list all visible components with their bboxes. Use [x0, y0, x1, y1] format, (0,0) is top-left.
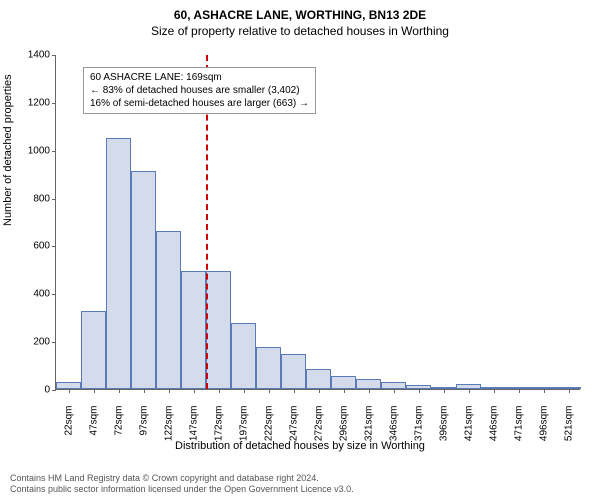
- y-tick-label: 0: [18, 385, 50, 396]
- y-tick-mark: [52, 199, 56, 200]
- x-tick-mark: [369, 389, 370, 393]
- x-tick-mark: [294, 389, 295, 393]
- y-tick-mark: [52, 151, 56, 152]
- chart-container: 60, ASHACRE LANE, WORTHING, BN13 2DE Siz…: [0, 0, 600, 500]
- x-tick-mark: [144, 389, 145, 393]
- y-tick-mark: [52, 342, 56, 343]
- x-tick-mark: [344, 389, 345, 393]
- histogram-bar: [206, 271, 231, 389]
- y-tick-label: 1400: [18, 50, 50, 61]
- footer-line-1: Contains HM Land Registry data © Crown c…: [10, 473, 354, 485]
- y-tick-label: 400: [18, 289, 50, 300]
- chart-area: 020040060080010001200140022sqm47sqm72sqm…: [55, 55, 580, 390]
- y-tick-mark: [52, 103, 56, 104]
- chart-title: 60, ASHACRE LANE, WORTHING, BN13 2DE: [0, 0, 600, 22]
- x-tick-mark: [419, 389, 420, 393]
- x-tick-mark: [494, 389, 495, 393]
- y-tick-label: 800: [18, 193, 50, 204]
- histogram-bar: [306, 369, 331, 389]
- x-tick-mark: [119, 389, 120, 393]
- histogram-bar: [256, 347, 281, 389]
- y-tick-label: 1200: [18, 97, 50, 108]
- y-tick-mark: [52, 390, 56, 391]
- x-tick-mark: [394, 389, 395, 393]
- x-tick-mark: [444, 389, 445, 393]
- histogram-bar: [356, 379, 381, 389]
- histogram-bar: [56, 382, 81, 389]
- histogram-bar: [331, 376, 356, 389]
- y-axis-label: Number of detached properties: [2, 74, 14, 226]
- histogram-bar: [281, 354, 306, 389]
- histogram-bar: [131, 171, 156, 389]
- histogram-bar: [381, 382, 406, 389]
- x-tick-mark: [194, 389, 195, 393]
- histogram-bar: [106, 138, 131, 389]
- info-box: 60 ASHACRE LANE: 169sqm ← 83% of detache…: [83, 67, 316, 114]
- y-tick-mark: [52, 55, 56, 56]
- x-tick-mark: [169, 389, 170, 393]
- info-line-3: 16% of semi-detached houses are larger (…: [90, 97, 309, 110]
- y-tick-label: 200: [18, 337, 50, 348]
- histogram-bar: [81, 311, 106, 389]
- histogram-bar: [156, 231, 181, 389]
- info-line-1: 60 ASHACRE LANE: 169sqm: [90, 71, 309, 84]
- x-tick-mark: [269, 389, 270, 393]
- x-tick-mark: [244, 389, 245, 393]
- y-tick-mark: [52, 294, 56, 295]
- x-tick-mark: [569, 389, 570, 393]
- footer-line-2: Contains public sector information licen…: [10, 484, 354, 496]
- y-tick-label: 600: [18, 241, 50, 252]
- y-tick-label: 1000: [18, 145, 50, 156]
- x-tick-mark: [319, 389, 320, 393]
- histogram-bar: [231, 323, 256, 389]
- x-tick-mark: [469, 389, 470, 393]
- footer: Contains HM Land Registry data © Crown c…: [10, 473, 354, 496]
- info-line-2: ← 83% of detached houses are smaller (3,…: [90, 84, 309, 97]
- x-tick-mark: [219, 389, 220, 393]
- x-tick-mark: [94, 389, 95, 393]
- x-tick-mark: [519, 389, 520, 393]
- y-tick-mark: [52, 246, 56, 247]
- x-tick-mark: [69, 389, 70, 393]
- x-axis-label: Distribution of detached houses by size …: [0, 440, 600, 452]
- histogram-bar: [181, 271, 206, 389]
- x-tick-mark: [544, 389, 545, 393]
- chart-subtitle: Size of property relative to detached ho…: [0, 22, 600, 38]
